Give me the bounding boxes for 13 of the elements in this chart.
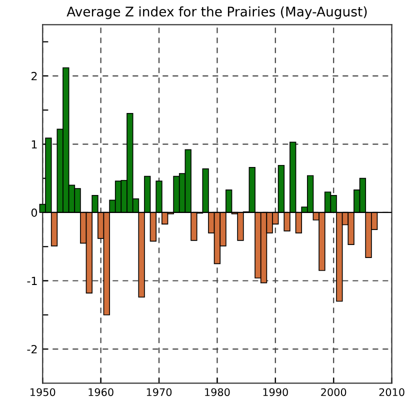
x-tick-label: 1960	[88, 388, 114, 396]
x-tick-label: 1950	[30, 388, 56, 396]
y-tick-label: 1	[32, 140, 37, 148]
x-tick-label: 1990	[263, 388, 288, 396]
y-tick-label: 2	[32, 72, 37, 80]
y-tick-label: -2	[27, 345, 37, 354]
x-tick-label: 1970	[146, 388, 172, 396]
x-tick-label: 1980	[205, 388, 230, 396]
y-tick-label: 0	[31, 208, 38, 217]
y-tick-label: -1	[27, 276, 37, 285]
x-tick-label: 2010	[379, 388, 404, 396]
x-tick-label: 2000	[321, 388, 346, 396]
chart-title: Average Z index for the Prairies (May-August)	[66, 6, 367, 20]
